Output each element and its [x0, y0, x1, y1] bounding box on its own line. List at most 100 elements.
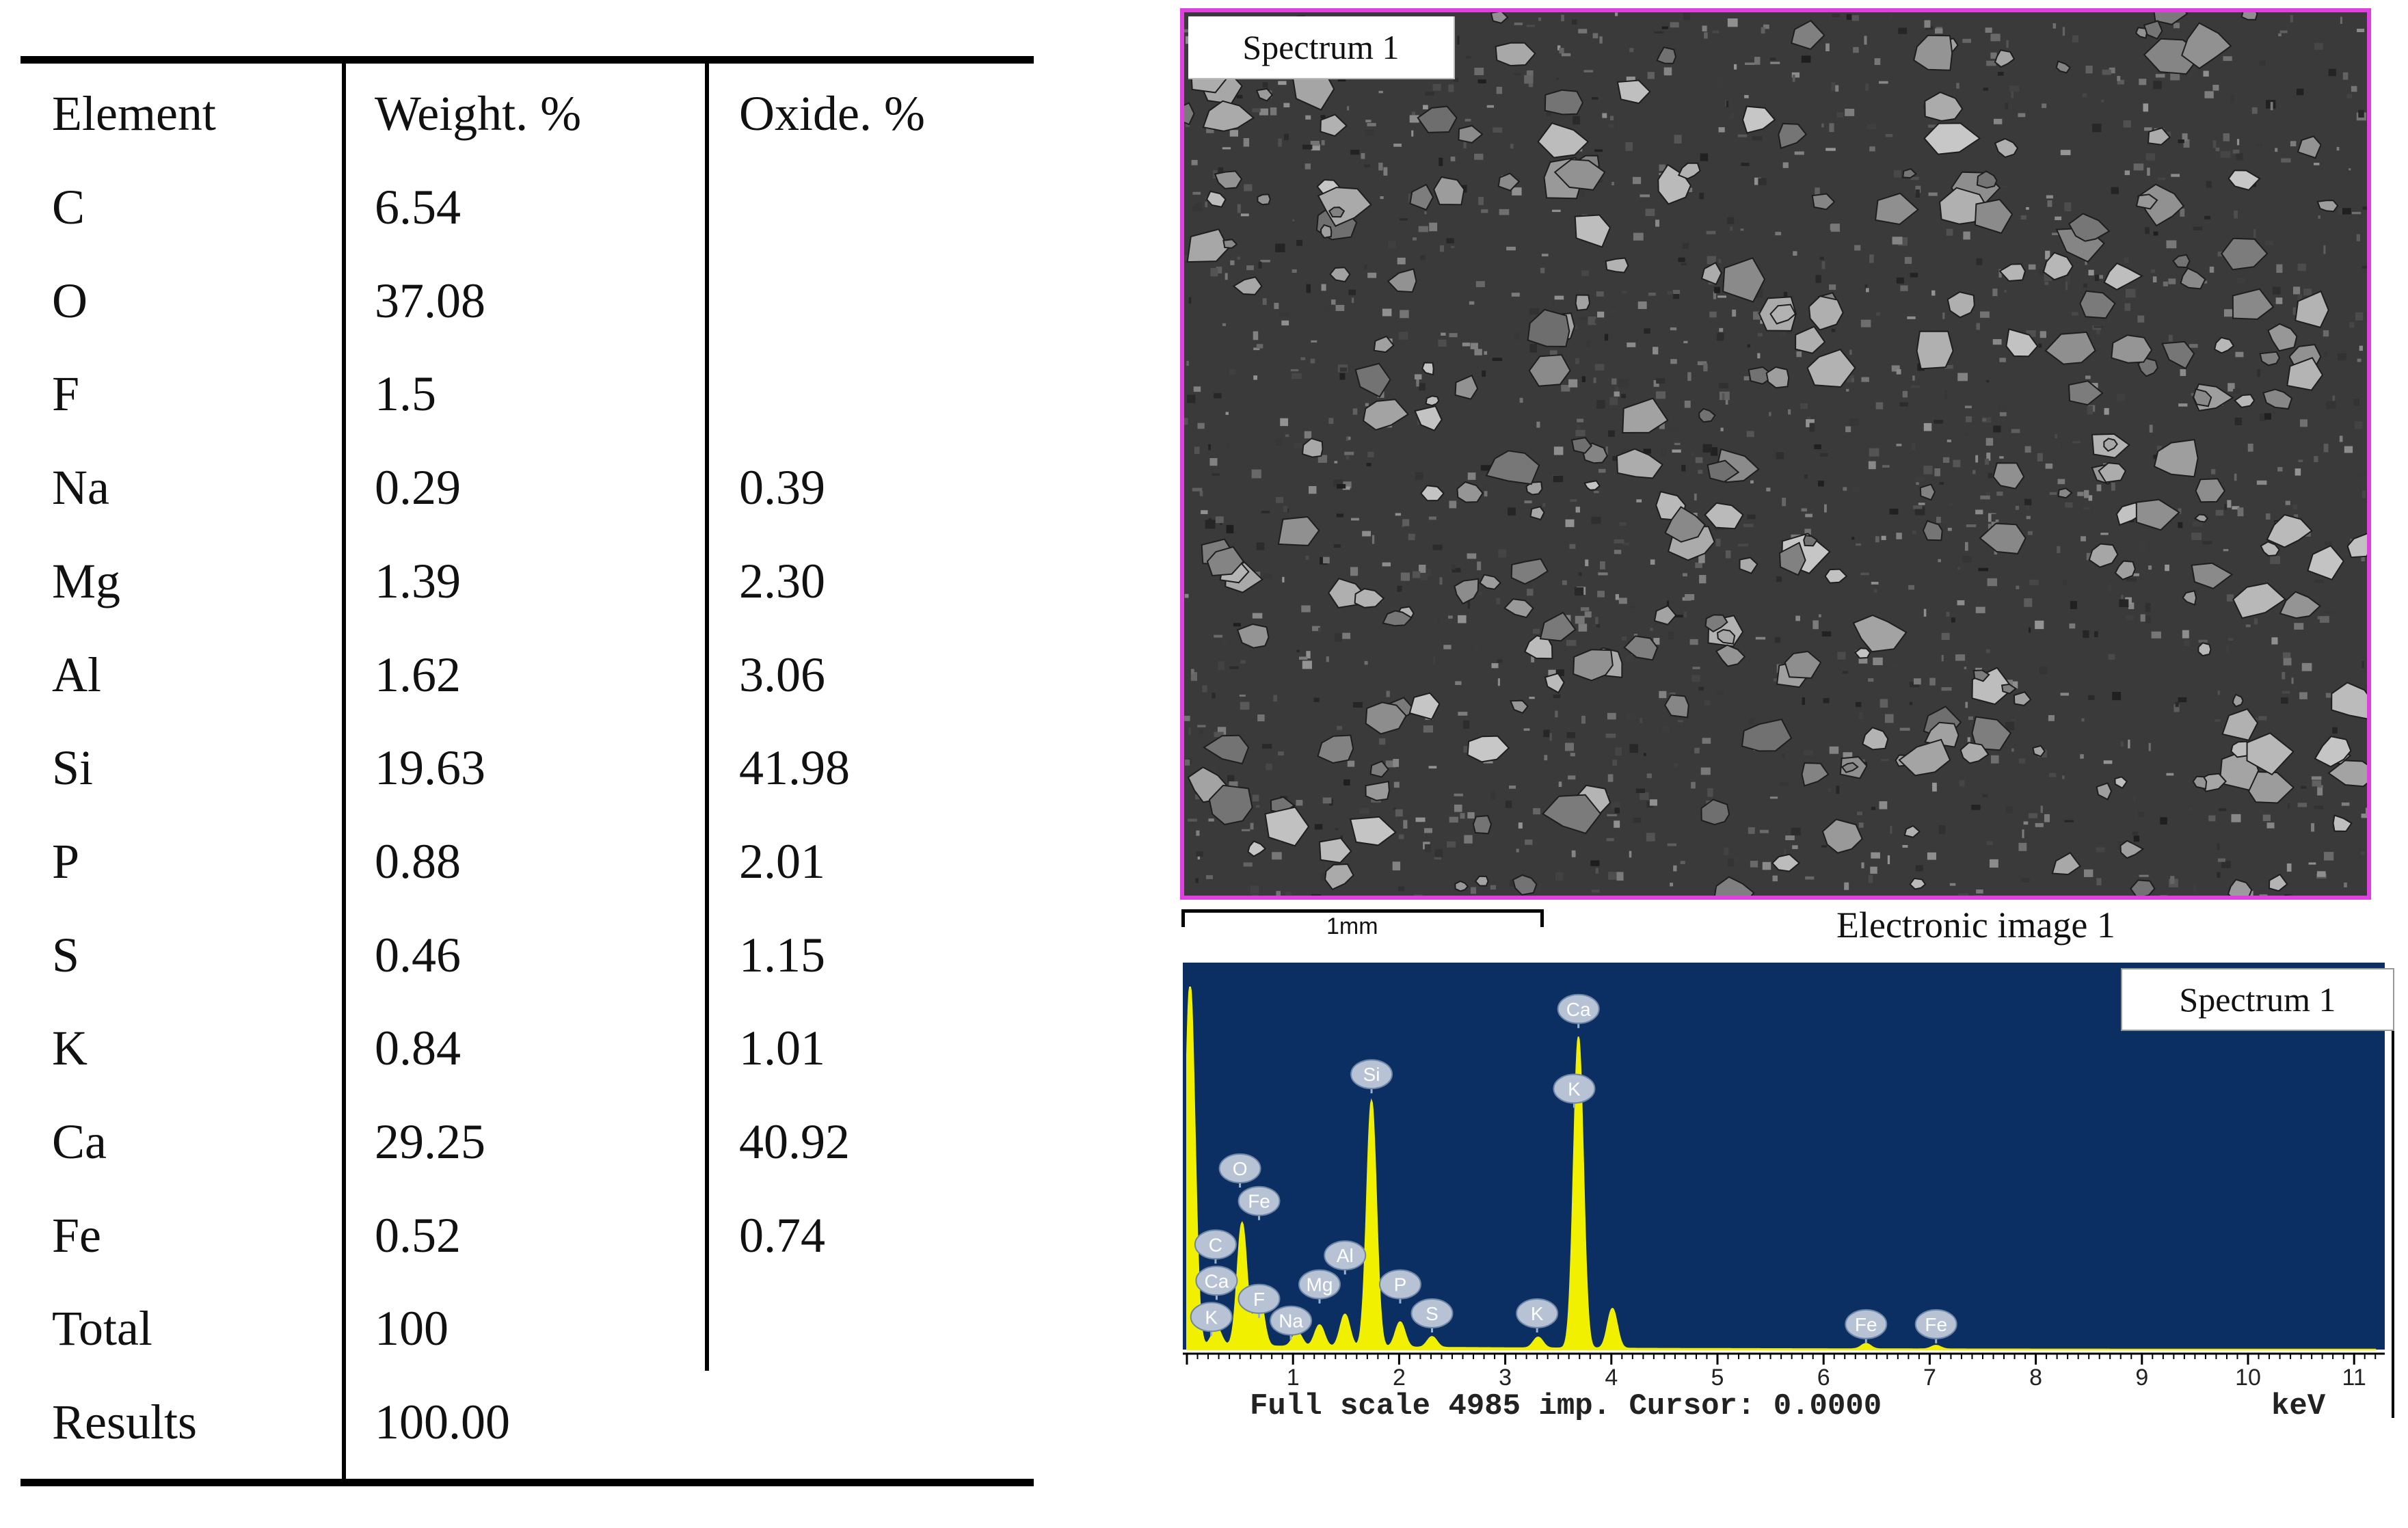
- table-column-divider: [342, 63, 346, 1479]
- peak-label-badge: [1190, 1302, 1233, 1332]
- peak-label-badge: [1238, 1185, 1281, 1216]
- peak-label-text: S: [1426, 1303, 1439, 1324]
- peak-label-text: K: [1531, 1303, 1544, 1324]
- peak-label-badge: [1516, 1298, 1559, 1328]
- peak-label-badge: [1378, 1269, 1421, 1300]
- spectrum-peak: [1611, 1309, 1614, 1311]
- peak-label-text: Ca: [1566, 999, 1591, 1020]
- cell-element: C: [52, 180, 85, 234]
- spectrum-x-unit: keV: [2271, 1389, 2326, 1423]
- peak-label-badge: [1298, 1269, 1341, 1300]
- x-tick-label: 11: [2342, 1365, 2366, 1391]
- cell-weight: 0.52: [375, 1208, 461, 1263]
- x-tick-label: 2: [1393, 1365, 1406, 1391]
- cell-element: Al: [52, 647, 101, 702]
- cell-weight: 100.00: [375, 1395, 510, 1449]
- spectrum-footer: Full scale 4985 imp. Cursor: 0.0000: [1250, 1389, 1882, 1423]
- spectrum-peak: [1189, 987, 1191, 988]
- x-tick-label: 3: [1499, 1365, 1512, 1391]
- cell-element: S: [52, 928, 80, 982]
- spectrum-peak: [1400, 1323, 1401, 1325]
- peak-label-text: F: [1253, 1289, 1265, 1310]
- x-tick-label: 1: [1287, 1365, 1300, 1391]
- peak-label-text: Mg: [1307, 1274, 1333, 1296]
- peak-label-text: Si: [1363, 1064, 1380, 1085]
- peak-label-text: Fe: [1248, 1191, 1270, 1212]
- peak-label-badge: [1195, 1265, 1238, 1296]
- cell-weight: 100: [375, 1301, 449, 1356]
- peak-label-text: P: [1394, 1274, 1407, 1296]
- x-tick-label: 6: [1817, 1365, 1830, 1391]
- peak-label-text: K: [1205, 1306, 1218, 1328]
- peak-label-badge: [1324, 1240, 1367, 1271]
- table-bottom-rule: [21, 1479, 1034, 1486]
- spectrum-peak: [1865, 1343, 1867, 1345]
- cell-element: Si: [52, 740, 94, 795]
- cell-weight: 1.62: [375, 647, 461, 702]
- cell-element: Fe: [52, 1208, 101, 1263]
- cell-element: Total: [52, 1301, 152, 1356]
- scale-bar-label: 1mm: [1326, 913, 1378, 939]
- peak-label-badge: [1194, 1229, 1237, 1260]
- peak-label-text: K: [1568, 1078, 1581, 1099]
- x-tick-label: 8: [2029, 1365, 2042, 1391]
- spectrum-peak: [1577, 1037, 1579, 1039]
- cell-oxide: 2.01: [739, 834, 825, 889]
- cell-element: Na: [52, 460, 109, 515]
- spectrum-peak: [1537, 1338, 1539, 1340]
- sem-texture: [1184, 12, 2367, 896]
- cell-element: F: [52, 366, 80, 421]
- cell-weight: 0.46: [375, 928, 461, 982]
- peak-label-text: O: [1233, 1158, 1248, 1179]
- peak-label-text: C: [1209, 1234, 1222, 1255]
- spectrum-peak: [1241, 1225, 1243, 1227]
- cell-weight: 37.08: [375, 273, 485, 328]
- cell-oxide: 3.06: [739, 647, 825, 702]
- peak-label-badge: [1845, 1309, 1888, 1339]
- micrograph-spectrum-label: Spectrum 1: [1188, 16, 1455, 79]
- peak-label-badge: [1238, 1283, 1281, 1314]
- sem-micrograph: [1180, 8, 2371, 900]
- peak-label-text: Al: [1337, 1245, 1354, 1266]
- x-tick-label: 9: [2135, 1365, 2148, 1391]
- peak-label-text: Na: [1279, 1311, 1303, 1332]
- spectrum-peak: [1319, 1327, 1320, 1329]
- x-tick-label: 10: [2235, 1365, 2261, 1391]
- cell-weight: 19.63: [375, 740, 485, 795]
- cell-oxide: 0.39: [739, 460, 825, 515]
- cell-element: Results: [52, 1395, 198, 1449]
- cell-oxide: 41.98: [739, 740, 850, 795]
- cell-element: Mg: [52, 554, 121, 608]
- x-tick-label: 4: [1605, 1365, 1618, 1391]
- header-weight: Weight. %: [375, 86, 582, 141]
- table-top-rule: [21, 56, 1034, 64]
- x-tick-label: 5: [1711, 1365, 1724, 1391]
- spectrum-peak: [1344, 1316, 1346, 1318]
- peak-label-badge: [1270, 1305, 1313, 1336]
- peak-label-badge: [1553, 1073, 1596, 1104]
- peak-label-text: Fe: [1925, 1314, 1947, 1335]
- micrograph-caption: Electronic image 1: [1836, 904, 2115, 946]
- cell-weight: 0.88: [375, 834, 461, 889]
- cell-weight: 1.39: [375, 554, 461, 608]
- cell-weight: 6.54: [375, 180, 461, 234]
- cell-oxide: 1.01: [739, 1021, 825, 1075]
- cell-element: K: [52, 1021, 88, 1075]
- cell-oxide: 0.74: [739, 1208, 825, 1263]
- cell-weight: 0.29: [375, 460, 461, 515]
- cell-oxide: 1.15: [739, 928, 825, 982]
- cell-element: P: [52, 834, 80, 889]
- peak-label-badge: [1350, 1059, 1393, 1090]
- spectrum-peak: [1371, 1102, 1372, 1104]
- peak-label-badge: [1218, 1153, 1261, 1183]
- header-oxide: Oxide. %: [739, 86, 925, 141]
- header-element: Element: [52, 86, 216, 141]
- cell-element: Ca: [52, 1114, 107, 1169]
- cell-oxide: 40.92: [739, 1114, 850, 1169]
- cell-weight: 29.25: [375, 1114, 485, 1169]
- peak-label-badge: [1914, 1309, 1957, 1339]
- cell-weight: 0.84: [375, 1021, 461, 1075]
- scale-bar: [1181, 909, 1544, 927]
- spectrum-series-line: [1186, 987, 2377, 1350]
- peak-label-badge: [1557, 993, 1600, 1024]
